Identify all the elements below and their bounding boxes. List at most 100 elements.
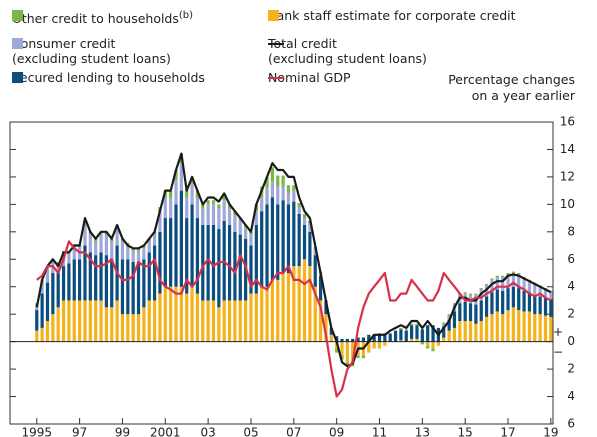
bar-segment <box>78 300 82 342</box>
bar-segment <box>388 333 392 342</box>
legend-label: Bank staff estimate for corporate credit <box>268 8 568 23</box>
bar-segment <box>158 293 162 342</box>
bar-segment <box>479 321 483 342</box>
bar-segment <box>458 321 462 342</box>
bar-segment <box>452 303 457 305</box>
bar-segment <box>442 337 446 342</box>
bar-segment <box>313 286 317 342</box>
bar-segment <box>276 186 280 205</box>
y-tick-label: 14 <box>560 142 575 156</box>
bar-segment <box>302 259 307 342</box>
bar-segment <box>254 293 258 342</box>
bar-segment <box>302 218 307 225</box>
bar-segment <box>356 337 360 342</box>
bar-segment <box>297 202 301 208</box>
bar-segment <box>452 327 457 342</box>
bar-segment <box>206 204 210 225</box>
minus-sign: − <box>553 345 563 359</box>
bar-segment <box>474 304 478 324</box>
bar-segment <box>99 300 103 342</box>
bar-segment <box>426 345 430 349</box>
bar-segment <box>468 321 473 342</box>
bar-segment <box>249 231 253 235</box>
bar-segment <box>94 238 98 242</box>
bar-segment <box>426 325 430 342</box>
bar-segment <box>233 231 237 301</box>
x-tick-label: 99 <box>115 426 130 437</box>
bar-segment <box>517 288 521 311</box>
bar-segment <box>163 218 167 287</box>
bar-segment <box>452 311 457 328</box>
bar-segment <box>426 341 430 346</box>
bar-segment <box>292 201 296 267</box>
x-tick-label: 11 <box>372 426 387 437</box>
bar-segment <box>399 329 403 341</box>
bar-segment <box>260 286 264 342</box>
bar-segment <box>254 211 258 225</box>
legend-item: Secured lending to households <box>12 70 312 104</box>
bar-segment <box>431 325 435 342</box>
bar-segment <box>297 266 301 342</box>
bar-segment <box>185 218 189 294</box>
bar-segment <box>527 311 532 342</box>
bar-segment <box>152 234 157 246</box>
bar-segment <box>174 204 178 287</box>
bar-segment <box>329 334 333 342</box>
bar-segment <box>265 176 269 188</box>
bar-segment <box>447 319 451 331</box>
legend-item: Nominal GDP <box>268 70 568 104</box>
y-tick-label: 6 <box>567 417 575 431</box>
bar-segment <box>372 341 376 349</box>
bar-segment <box>104 255 108 308</box>
bar-segment <box>190 204 194 287</box>
bar-segment <box>463 292 467 294</box>
bar-segment <box>511 273 515 287</box>
bar-segment <box>169 218 173 287</box>
legend-label: Nominal GDP <box>268 70 568 85</box>
bar-segment <box>543 297 548 316</box>
bar-segment <box>345 341 349 363</box>
bar-segment <box>517 273 521 275</box>
bar-segment <box>501 290 505 315</box>
bar-segment <box>131 251 135 263</box>
bar-segment <box>260 197 264 212</box>
y-tick-label: 0 <box>567 334 575 348</box>
bar-segment <box>484 283 489 286</box>
legend-line <box>268 43 284 45</box>
bar-segment <box>126 245 130 260</box>
bar-segment <box>270 279 275 342</box>
bar-segment <box>233 300 237 342</box>
bar-segment <box>142 245 146 249</box>
bar-segment <box>174 179 178 205</box>
bar-segment <box>120 314 125 342</box>
bar-segment <box>527 281 532 293</box>
bar-segment <box>517 310 521 342</box>
bar-segment <box>249 293 253 342</box>
bar-segment <box>45 321 50 342</box>
bar-segment <box>40 293 44 328</box>
bar-segment <box>238 234 242 301</box>
bar-segment <box>67 300 71 342</box>
bar-segment <box>431 348 435 352</box>
bar-segment <box>501 314 505 342</box>
x-tick-label: 05 <box>243 426 258 437</box>
bar-segment <box>244 227 248 239</box>
legend-label: Other credit to households(b) <box>12 8 312 26</box>
legend-label: Total credit (excluding student loans) <box>268 36 568 66</box>
bar-segment <box>206 200 210 205</box>
legend-label: Secured lending to households <box>12 70 312 85</box>
bar-segment <box>313 249 317 256</box>
bar-segment <box>211 300 216 342</box>
bar-segment <box>270 181 275 198</box>
bar-segment <box>276 175 280 187</box>
bar-segment <box>490 314 494 342</box>
bar-segment <box>361 355 366 359</box>
bar-segment <box>185 293 189 342</box>
bar-segment <box>281 200 285 273</box>
legend-text: Consumer credit (excluding student loans… <box>12 36 171 66</box>
bar-segment <box>51 314 55 342</box>
bar-segment <box>356 355 360 359</box>
bar-segment <box>83 245 87 301</box>
bar-segment <box>110 238 114 242</box>
bar-segment <box>201 208 205 225</box>
